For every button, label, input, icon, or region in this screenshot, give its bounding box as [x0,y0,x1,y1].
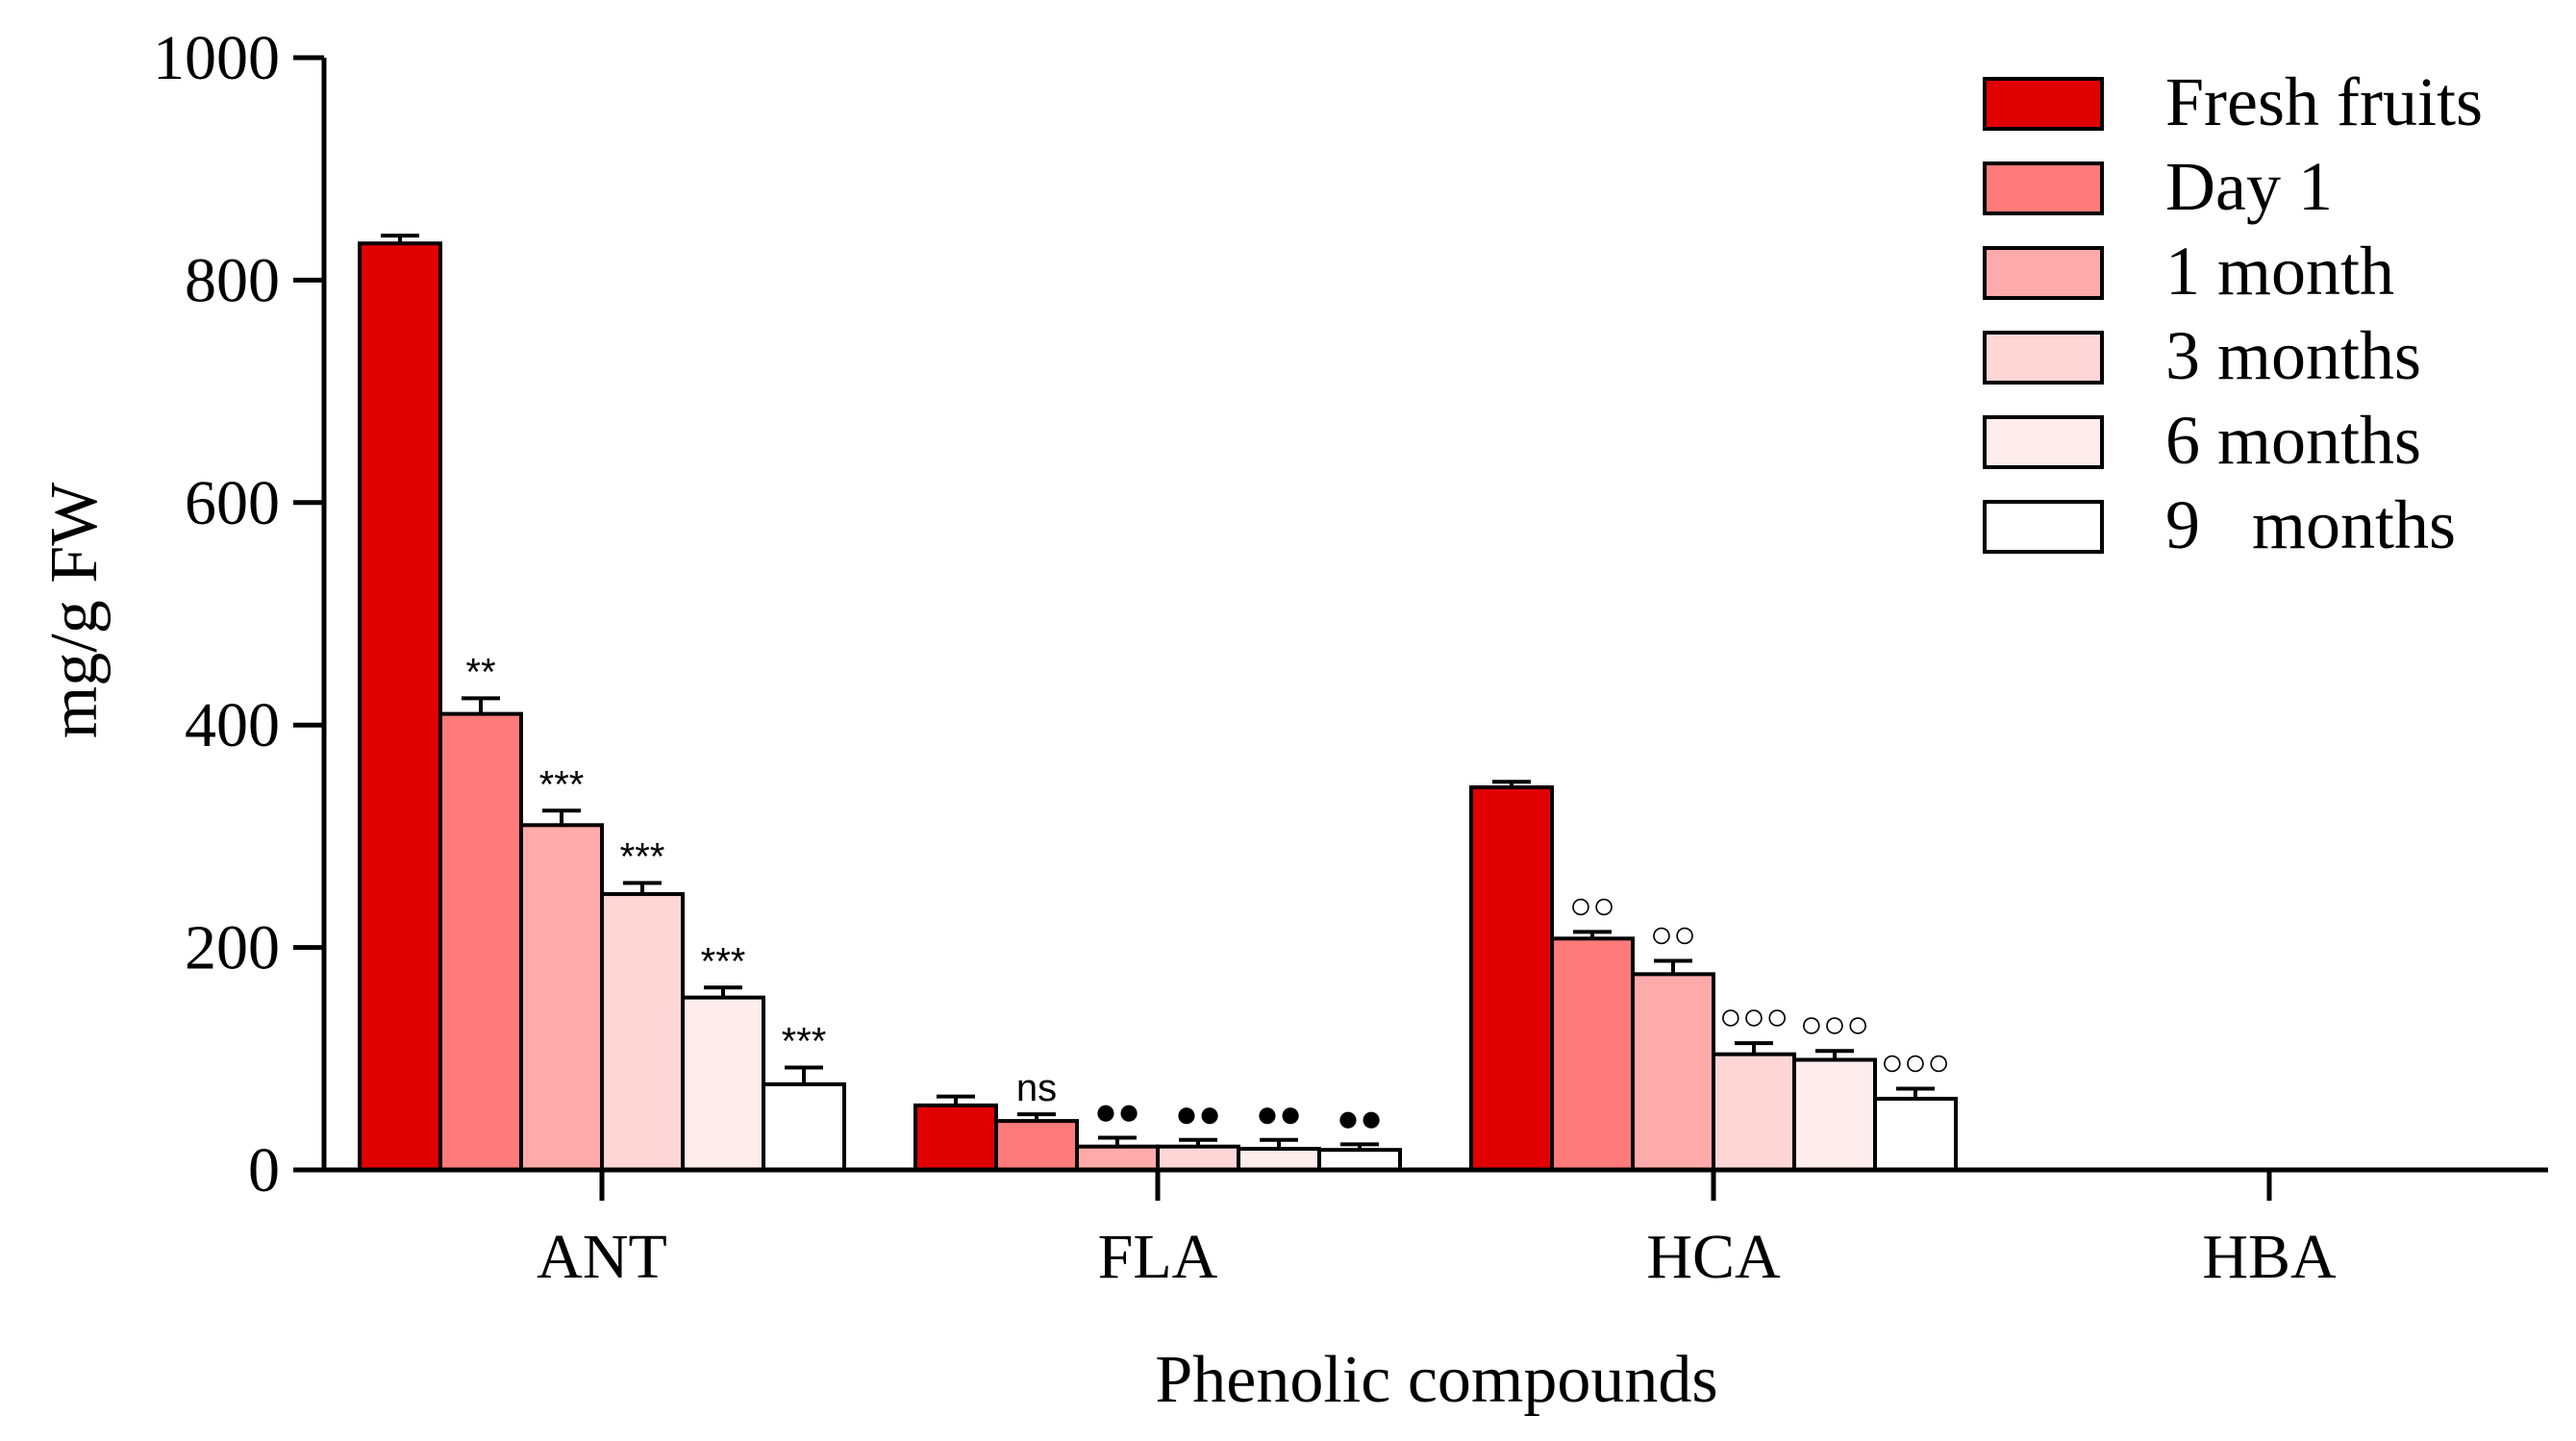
significance-label: *** [782,1021,827,1063]
y-axis-ticks: 0 200 400 600 800 1000 [153,23,324,1205]
significance-label: ●● [1337,1097,1383,1139]
bar-hca-5 [1873,1096,1958,1173]
legend-swatch [1983,246,2104,300]
bar-fla-3 [1156,1144,1240,1173]
y-tick-label: 1000 [153,23,280,93]
significance-label: ns [1016,1067,1057,1109]
significance-label: ○○ [1650,913,1696,956]
error-bar [381,234,419,244]
legend-label: 1 month [2165,233,2394,310]
bar-hca-2 [1631,972,1715,1172]
legend-swatch [1983,161,2104,215]
error-bar [1179,1137,1217,1147]
significance-label: ●● [1256,1093,1302,1135]
y-tick-label: 800 [185,245,280,315]
error-bar [1815,1049,1854,1060]
bar-ant-4 [681,995,765,1173]
bar-fla-5 [1317,1148,1402,1172]
x-axis-title: Phenolic compounds [1155,1343,1717,1417]
error-bar [1492,780,1531,787]
bars-group [358,241,1958,1173]
error-bar [1896,1086,1935,1099]
significance-label: *** [620,835,665,878]
legend-swatch [1983,331,2104,385]
bar-hca-1 [1550,936,1635,1172]
significance-annotations: **************ns●● ●● ●● ●●○○○○○○○ ○○○○○○ [465,651,1950,1139]
y-axis-title: mg/g FW [38,483,112,738]
bar-ant-2 [519,823,604,1173]
legend-swatch [1983,77,2104,131]
legend-label: Fresh fruits [2165,63,2483,140]
bar-ant-1 [438,711,523,1172]
bar-ant-5 [762,1081,846,1173]
error-bar [1654,958,1692,975]
bar-fla-2 [1075,1144,1160,1173]
significance-label: ●● [1175,1093,1221,1135]
error-bar [1573,930,1612,939]
x-tick-label: HCA [1646,1222,1781,1292]
error-bars-group [381,234,1935,1151]
bar-fla-1 [994,1119,1079,1173]
significance-label: ○○○ [1719,996,1788,1038]
error-bar [1735,1041,1773,1055]
error-bar [623,881,662,895]
error-bar [704,985,742,998]
error-bar [937,1094,975,1106]
error-bar [542,808,581,826]
significance-label: *** [701,940,746,982]
bar-hca-0 [1469,784,1554,1172]
axes [321,58,2548,1173]
error-bar [785,1065,823,1084]
error-bar [1340,1142,1379,1151]
significance-label: ** [465,651,495,693]
legend-label: Day 1 [2165,148,2333,225]
bar-ant-3 [600,892,685,1173]
significance-label: *** [539,763,585,806]
y-tick-label: 600 [185,468,280,538]
x-axis-ticks: ANT FLA HCA HBA [537,1170,2337,1292]
error-bar [1098,1135,1137,1147]
legend-swatch [1983,500,2104,554]
significance-label: ○○○ [1800,1004,1869,1046]
bar-hca-3 [1712,1052,1796,1172]
x-tick-label: HBA [2202,1222,2337,1292]
x-tick-label: FLA [1098,1222,1218,1292]
error-bar [1017,1112,1056,1122]
legend-label: 3 months [2165,317,2421,394]
error-bar [462,696,500,714]
legend-label: 6 months [2165,402,2421,479]
bar-ant-0 [358,241,442,1172]
significance-label: ○○ [1569,884,1615,927]
legend-swatch [1983,415,2104,469]
x-tick-label: ANT [537,1222,667,1292]
legend-label: 9 months [2165,486,2456,563]
error-bar [1260,1137,1298,1150]
bar-fla-0 [913,1103,998,1173]
y-tick-label: 0 [248,1135,280,1205]
y-tick-label: 200 [185,913,280,983]
y-tick-label: 400 [185,690,280,760]
significance-label: ●● [1094,1090,1140,1132]
bar-fla-4 [1237,1147,1321,1172]
bar-hca-4 [1792,1057,1877,1173]
significance-label: ○○○ [1881,1042,1950,1084]
